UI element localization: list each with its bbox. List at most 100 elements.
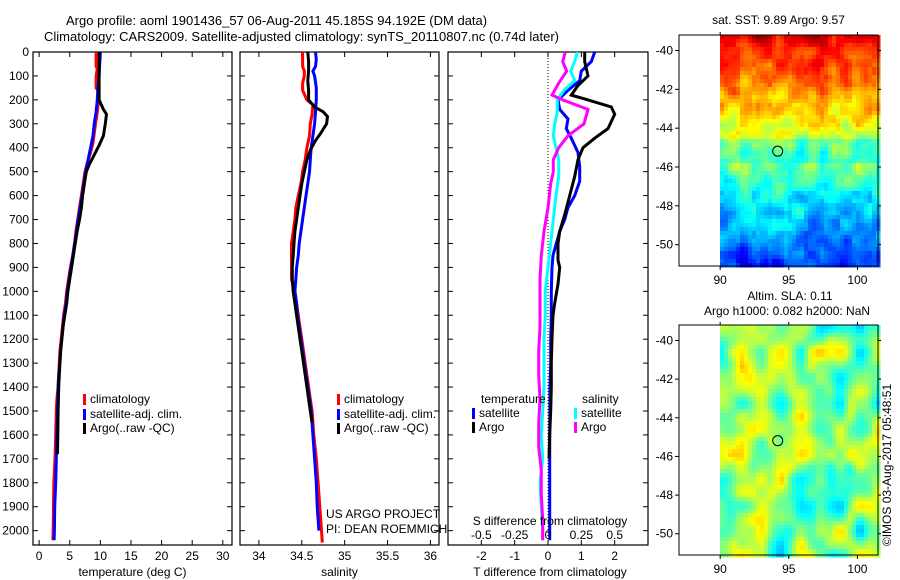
map-cell: [864, 337, 869, 342]
map-cell: [836, 55, 841, 60]
map-cell: [836, 329, 841, 334]
map-cell: [752, 457, 757, 462]
map-cell: [772, 167, 777, 172]
map-cell: [760, 381, 765, 386]
map-cell: [732, 95, 737, 100]
map-cell: [728, 163, 733, 168]
map-cell: [852, 195, 857, 200]
map-cell: [784, 99, 789, 104]
map-cell: [764, 71, 769, 76]
map-cell: [808, 211, 813, 216]
map-cell: [776, 151, 781, 156]
map-cell: [796, 441, 801, 446]
map-cell: [828, 461, 833, 466]
map-cell: [804, 187, 809, 192]
map-cell: [776, 333, 781, 338]
y-tick-label: 1900: [2, 500, 29, 514]
map-cell: [848, 341, 853, 346]
map-cell: [760, 191, 765, 196]
map-cell: [732, 541, 737, 546]
map-cell: [856, 453, 861, 458]
map-cell: [852, 115, 857, 120]
map-cell: [852, 345, 857, 350]
map-cell: [724, 485, 729, 490]
map-cell: [868, 67, 873, 72]
map-cell: [808, 219, 813, 224]
map-cell: [724, 433, 729, 438]
map-cell: [768, 143, 773, 148]
map-cell: [760, 115, 765, 120]
map-cell: [768, 477, 773, 482]
map-cell: [832, 47, 837, 52]
map-cell: [848, 203, 853, 208]
map-cell: [820, 525, 825, 530]
map-cell: [868, 417, 873, 422]
map-cell: [768, 333, 773, 338]
map-cell: [832, 147, 837, 152]
map-cell: [832, 131, 837, 136]
map-cell: [856, 183, 861, 188]
map-cell: [852, 191, 857, 196]
map-cell: [756, 365, 761, 370]
map-cell: [768, 171, 773, 176]
map-cell: [720, 369, 725, 374]
map-cell: [752, 203, 757, 208]
map-cell: [804, 461, 809, 466]
map-cell: [772, 497, 777, 502]
map-cell: [768, 385, 773, 390]
map-cell: [868, 83, 873, 88]
map-cell: [832, 437, 837, 442]
map-cell: [736, 151, 741, 156]
map-cell: [852, 251, 857, 256]
map-cell: [808, 433, 813, 438]
map-cell: [740, 449, 745, 454]
map-cell: [868, 115, 873, 120]
map-cell: [800, 239, 805, 244]
map-cell: [872, 449, 877, 454]
map-cell: [840, 377, 845, 382]
map-cell: [780, 541, 785, 546]
y-tick-label: -42: [656, 82, 674, 96]
map-cell: [756, 469, 761, 474]
map-cell: [804, 243, 809, 248]
map-cell: [740, 139, 745, 144]
map-cell: [864, 43, 869, 48]
map-cell: [788, 473, 793, 478]
map-cell: [776, 179, 781, 184]
map-cell: [776, 413, 781, 418]
map-cell: [736, 381, 741, 386]
map-cell: [800, 55, 805, 60]
map-cell: [864, 199, 869, 204]
map-cell: [732, 521, 737, 526]
map-cell: [732, 199, 737, 204]
map-cell: [860, 409, 865, 414]
map-cell: [720, 325, 725, 330]
map-cell: [832, 139, 837, 144]
map-cell: [816, 55, 821, 60]
map-cell: [772, 425, 777, 430]
map-cell: [844, 35, 849, 40]
map-cell: [792, 497, 797, 502]
map-cell: [796, 175, 801, 180]
map-cell: [808, 493, 813, 498]
map-cell: [796, 159, 801, 164]
map-cell: [816, 139, 821, 144]
map-cell: [796, 389, 801, 394]
map-cell: [776, 47, 781, 52]
map-cell: [828, 175, 833, 180]
map-cell: [868, 151, 873, 156]
map-cell: [720, 421, 725, 426]
map-cell: [784, 151, 789, 156]
map-cell: [828, 329, 833, 334]
map-cell: [756, 103, 761, 108]
map-cell: [768, 413, 773, 418]
map-cell: [852, 211, 857, 216]
map-cell: [780, 103, 785, 108]
map-cell: [744, 155, 749, 160]
map-cell: [740, 469, 745, 474]
map-cell: [832, 421, 837, 426]
map-cell: [832, 79, 837, 84]
map-cell: [756, 497, 761, 502]
map-cell: [788, 433, 793, 438]
